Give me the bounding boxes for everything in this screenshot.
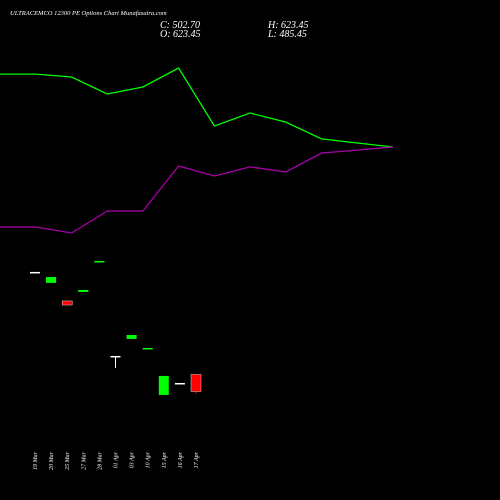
candle-body <box>190 374 202 392</box>
x-tick-label: 15 Apr <box>162 451 168 468</box>
x-tick-label: 20 Mar <box>49 451 55 469</box>
candle-body <box>174 382 185 385</box>
candle-body <box>94 260 105 263</box>
x-tick-label: 19 Mar <box>33 451 39 469</box>
candle-body <box>62 300 73 306</box>
candle-body <box>142 347 153 350</box>
x-tick-label: 28 Mar <box>97 451 103 469</box>
stat-close: C: 502.70 <box>160 20 200 31</box>
chart-title: ULTRACEMCO 12300 PE Options Chart Munafa… <box>10 10 167 17</box>
indicator-line <box>0 67 394 148</box>
candle-body <box>110 355 121 358</box>
candle-body <box>158 375 169 395</box>
x-tick-label: 10 Apr <box>146 451 152 468</box>
x-tick-label: 16 Apr <box>178 451 184 468</box>
stat-low: L: 485.45 <box>267 29 307 40</box>
x-tick-label: 25 Mar <box>65 451 71 469</box>
x-tick-label: 27 Mar <box>81 451 87 469</box>
candle-body <box>126 334 137 339</box>
candle-body <box>46 277 57 283</box>
stat-open: O: 623.45 <box>160 29 201 40</box>
x-tick-label: 17 Apr <box>194 451 200 468</box>
candle-body <box>78 289 89 292</box>
indicator-line <box>0 146 394 234</box>
x-tick-label: 01 Apr <box>114 451 120 468</box>
stat-high: H: 623.45 <box>267 20 309 31</box>
candle-body <box>30 271 40 274</box>
x-tick-label: 03 Apr <box>130 451 136 468</box>
